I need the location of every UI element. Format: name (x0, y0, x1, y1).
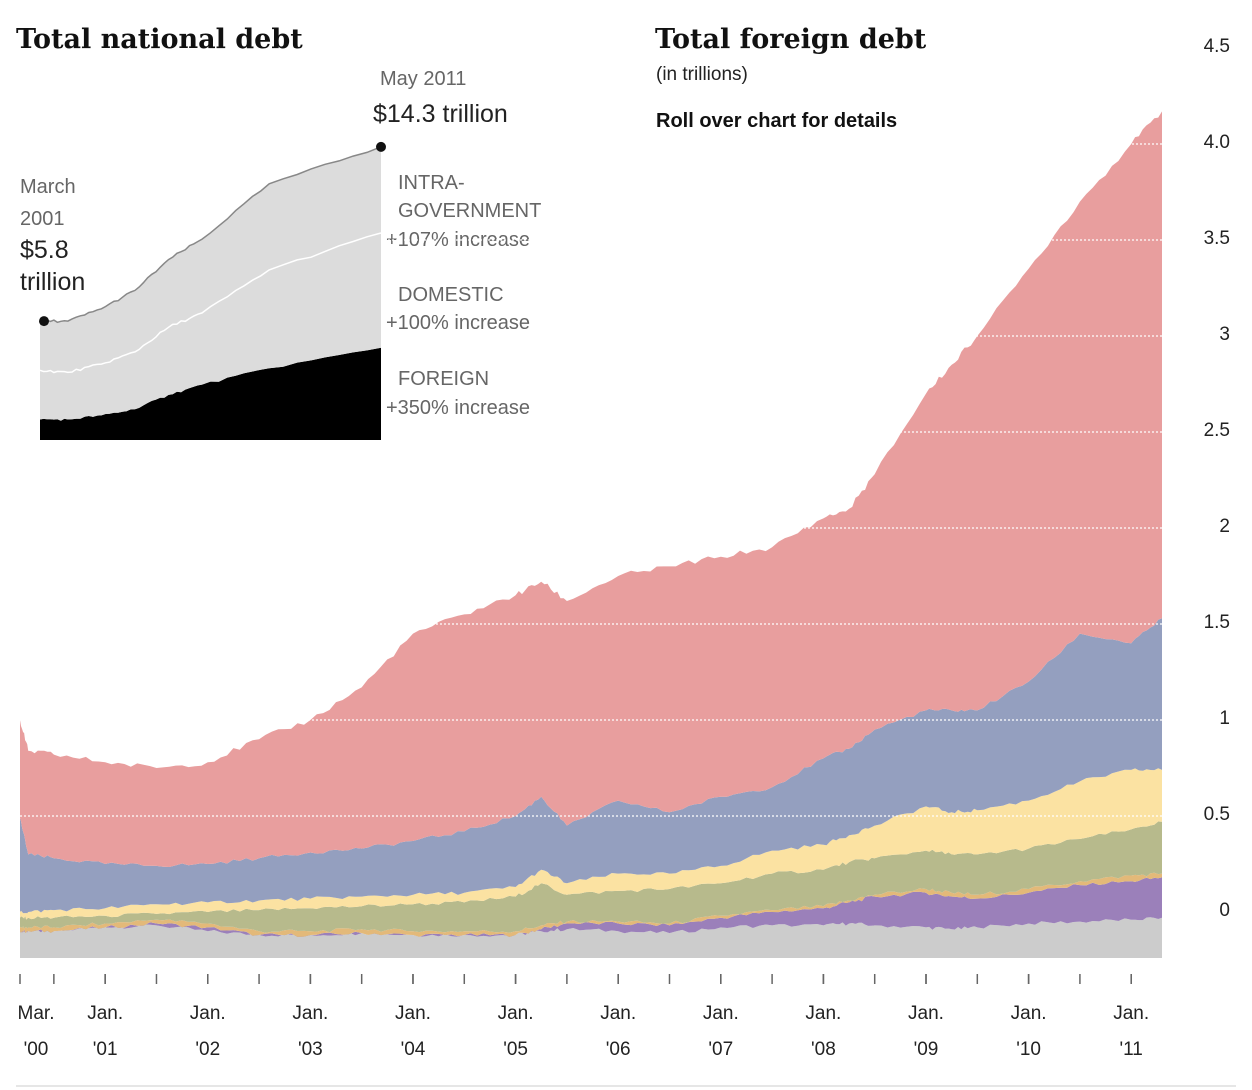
top-layer[interactable] (20, 111, 1162, 867)
start-year-label: 2001 (20, 208, 65, 230)
x-tick-label: Jan. '05 (497, 1003, 534, 1060)
inset-intragov-area (40, 146, 381, 373)
y-tick-label: 2 (1219, 516, 1230, 537)
y-tick-label: 1 (1219, 708, 1230, 729)
inset-domestic-line (39, 232, 382, 374)
y-tick-label: 3.5 (1203, 228, 1230, 249)
domestic-label: DOMESTIC (398, 284, 504, 306)
foreign-change: +350% increase (386, 397, 530, 419)
inset-total-line (39, 146, 382, 324)
olive-layer[interactable] (20, 821, 1162, 933)
x-tick-label: Jan. '09 (908, 1003, 944, 1060)
y-tick-label: 4.0 (1203, 132, 1230, 153)
start-month-label: March (20, 176, 76, 198)
domestic-change: +100% increase (386, 312, 530, 334)
inset-start-point (39, 316, 49, 327)
x-tick-label: Jan. '02 (189, 1003, 226, 1060)
foreign-debt-subtitle: (in trillions) (656, 64, 748, 85)
rollover-hint: Roll over chart for details (656, 110, 898, 132)
x-tick-label: Jan. '06 (600, 1003, 637, 1060)
y-tick-label: 3 (1219, 324, 1230, 345)
y-tick-label: 0 (1219, 900, 1230, 921)
end-value: $14.3 trillion (373, 100, 508, 128)
y-tick-label: 1.5 (1203, 612, 1230, 633)
inset-foreign-area (40, 347, 381, 440)
stacked-area-layers[interactable] (20, 111, 1162, 958)
start-value-unit: trillion (20, 268, 86, 296)
national-debt-inset (39, 141, 386, 440)
inset-domestic-area (40, 233, 381, 421)
start-value: $5.8 (20, 236, 69, 264)
x-tick-label: Jan. '07 (702, 1003, 739, 1060)
foreign-debt-title: Total foreign debt (655, 24, 927, 55)
x-tick-label: Jan. '01 (87, 1003, 124, 1060)
x-tick-label: Jan. '10 (1010, 1003, 1047, 1060)
blue-layer[interactable] (20, 618, 1162, 914)
end-date-label: May 2011 (380, 68, 467, 90)
yellow-layer[interactable] (20, 768, 1162, 920)
x-tick-marks (19, 974, 1132, 984)
purple-layer[interactable] (20, 877, 1162, 937)
x-tick-label: Jan. '08 (805, 1003, 842, 1060)
intragov-label-1: INTRA- (398, 172, 465, 194)
x-tick-label: Jan. '11 (1113, 1003, 1150, 1060)
y-tick-label: 0.5 (1203, 804, 1230, 825)
x-tick-label: Jan. '03 (292, 1003, 329, 1060)
y-tick-label: 4.5 (1203, 36, 1230, 57)
x-tick-label: Mar. '00 (17, 1003, 55, 1060)
inset-end-point (376, 141, 386, 152)
x-tick-label: Jan. '04 (395, 1003, 431, 1060)
national-debt-title: Total national debt (16, 24, 303, 55)
intragov-label-2: GOVERNMENT (398, 200, 542, 222)
foreign-label: FOREIGN (398, 368, 490, 390)
y-tick-label: 2.5 (1203, 420, 1230, 441)
base-layer[interactable] (20, 917, 1162, 958)
